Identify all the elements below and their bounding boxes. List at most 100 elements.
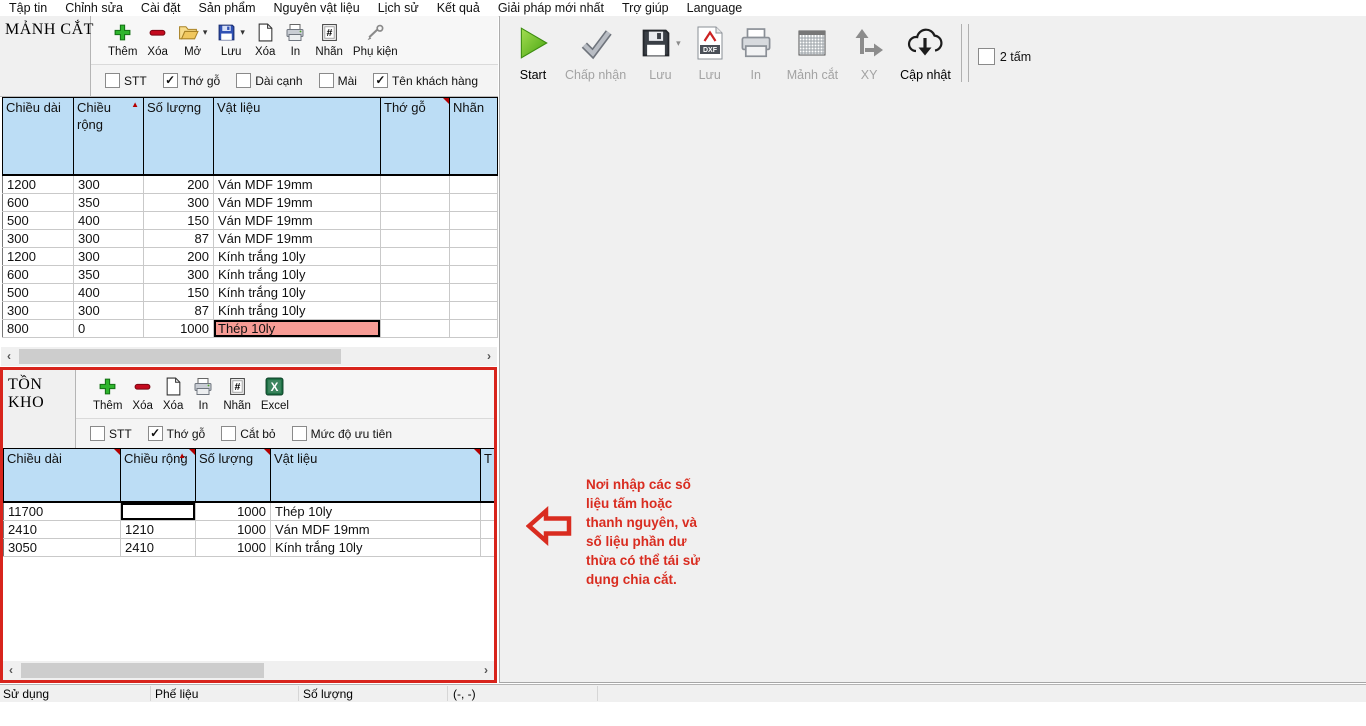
table-cell[interactable] [380,211,450,230]
menu-item-help[interactable]: Trợ giúp [621,1,669,15]
table-cell[interactable] [480,538,494,557]
table-cell[interactable]: 1200 [2,247,74,266]
accessory-button[interactable]: Phụ kiện [353,20,398,58]
column-header-material[interactable]: Vật liệu [270,448,481,503]
table-cell[interactable]: 350 [73,265,144,284]
table-cell[interactable]: 200 [143,175,214,194]
excel-export-button[interactable]: X Excel [261,374,289,412]
table-cell[interactable]: 150 [143,211,214,230]
table-cell[interactable] [380,319,450,338]
column-header-grain[interactable]: Thớ gỗ [380,97,450,176]
scrollbar-thumb[interactable] [21,663,264,678]
table-cell[interactable] [120,502,196,521]
column-header-material[interactable]: Vật liệu [213,97,381,176]
table-cell[interactable]: 11700 [3,502,121,521]
table-cell[interactable]: Kính trắng 10ly [213,283,381,302]
table-cell[interactable] [380,229,450,248]
table-cell[interactable]: 87 [143,229,214,248]
checkbox-icon[interactable] [236,73,252,88]
scrollbar-track[interactable] [17,348,481,365]
checkbox-icon[interactable] [318,73,334,88]
table-cell[interactable]: 500 [2,211,74,230]
table-cell[interactable]: 500 [2,283,74,302]
checkbox-icon[interactable] [291,426,307,441]
table-cell[interactable]: 300 [143,193,214,212]
add-row-button[interactable]: Thêm [93,374,122,412]
label-button[interactable]: # Nhãn [223,374,251,412]
table-row[interactable]: 11700 1000 Thép 10ly [3,502,494,521]
delete-row-button[interactable]: Xóa [147,20,168,58]
menu-item-history[interactable]: Lịch sử [377,1,419,15]
table-row[interactable]: 800 0 1000 Thép 10ly [2,319,498,338]
chevron-down-icon[interactable]: ▾ [202,26,208,37]
chevron-down-icon[interactable]: ▾ [240,26,245,37]
table-cell[interactable]: 1200 [2,175,74,194]
scroll-left-icon[interactable]: ‹ [9,663,13,677]
table-cell[interactable]: 800 [2,319,74,338]
menu-item-language[interactable]: Language [686,1,743,15]
checkbox-customer-name[interactable]: Tên khách hàng [372,73,478,88]
scroll-right-icon[interactable]: › [487,349,491,363]
checkbox-icon[interactable] [977,48,995,65]
table-cell[interactable]: 600 [2,193,74,212]
column-header-width[interactable]: Chiều rộng ▲ [73,97,144,176]
table-cell[interactable]: 3050 [3,538,121,557]
table-cell[interactable]: Ván MDF 19mm [213,175,381,194]
label-button[interactable]: # Nhãn [315,20,343,58]
table-row[interactable]: 300 300 87 Kính trắng 10ly [2,301,498,320]
table-cell[interactable] [449,247,498,266]
table-cell[interactable]: Ván MDF 19mm [270,520,481,539]
clear-button[interactable]: Xóa [163,374,183,412]
clear-button[interactable]: Xóa [255,20,275,58]
table-cell[interactable]: 350 [73,193,144,212]
menu-item-edit[interactable]: Chỉnh sửa [65,1,123,15]
table-cell[interactable]: 150 [143,283,214,302]
table-cell[interactable]: Kính trắng 10ly [213,247,381,266]
accept-button[interactable]: Chấp nhận [565,22,626,82]
table-cell[interactable] [449,193,498,212]
table-cell[interactable] [380,301,450,320]
table-row[interactable]: 3050 2410 1000 Kính trắng 10ly [3,538,494,557]
print-button[interactable]: In [285,20,305,58]
table-row[interactable]: 300 300 87 Ván MDF 19mm [2,229,498,248]
table-row[interactable]: 2410 1210 1000 Ván MDF 19mm [3,520,494,539]
checkbox-stt[interactable]: STT [90,426,132,441]
checkbox-grind[interactable]: Mài [318,73,357,88]
two-sheets-checkbox[interactable]: 2 tấm [977,48,1031,65]
scroll-right-icon[interactable]: › [484,663,488,677]
table-cell[interactable] [380,193,450,212]
scrollbar-thumb[interactable] [19,349,341,364]
table-cell[interactable]: Ván MDF 19mm [213,193,381,212]
checkbox-icon[interactable] [162,73,178,88]
table-row[interactable]: 500 400 150 Kính trắng 10ly [2,283,498,302]
column-header-length[interactable]: Chiều dài [3,448,121,503]
save-file-button[interactable]: ▾ Lưu [217,20,245,58]
stock-table-h-scrollbar[interactable]: ‹ › [3,661,494,680]
table-cell[interactable]: 300 [73,301,144,320]
column-header-label[interactable]: Nhãn [449,97,498,176]
open-file-button[interactable]: ▾ Mở [178,20,208,58]
delete-row-button[interactable]: Xóa [132,374,153,412]
table-cell[interactable] [449,229,498,248]
checkbox-icon[interactable] [221,426,237,441]
table-cell[interactable]: 1000 [195,538,271,557]
cut-map-button[interactable]: Mảnh cắt [787,22,838,82]
table-cell[interactable]: 1000 [143,319,214,338]
update-button[interactable]: Cập nhật [900,22,951,82]
menu-item-results[interactable]: Kết quả [436,1,480,15]
checkbox-grain[interactable]: Thớ gỗ [147,426,205,441]
table-cell[interactable] [449,301,498,320]
start-button[interactable]: Start [515,22,551,82]
table-cell[interactable]: Ván MDF 19mm [213,229,381,248]
table-cell[interactable] [449,319,498,338]
menu-item-latest-solution[interactable]: Giải pháp mới nhất [497,1,604,15]
table-cell[interactable]: 400 [73,211,144,230]
checkbox-stt[interactable]: STT [105,73,147,88]
table-cell[interactable]: Ván MDF 19mm [213,211,381,230]
add-row-button[interactable]: Thêm [108,20,137,58]
checkbox-priority[interactable]: Mức độ ưu tiên [291,426,392,441]
table-cell[interactable]: 300 [2,301,74,320]
table-row[interactable]: 600 350 300 Ván MDF 19mm [2,193,498,212]
column-header-quantity[interactable]: Số lượng [143,97,214,176]
table-row[interactable]: 1200 300 200 Ván MDF 19mm [2,175,498,194]
